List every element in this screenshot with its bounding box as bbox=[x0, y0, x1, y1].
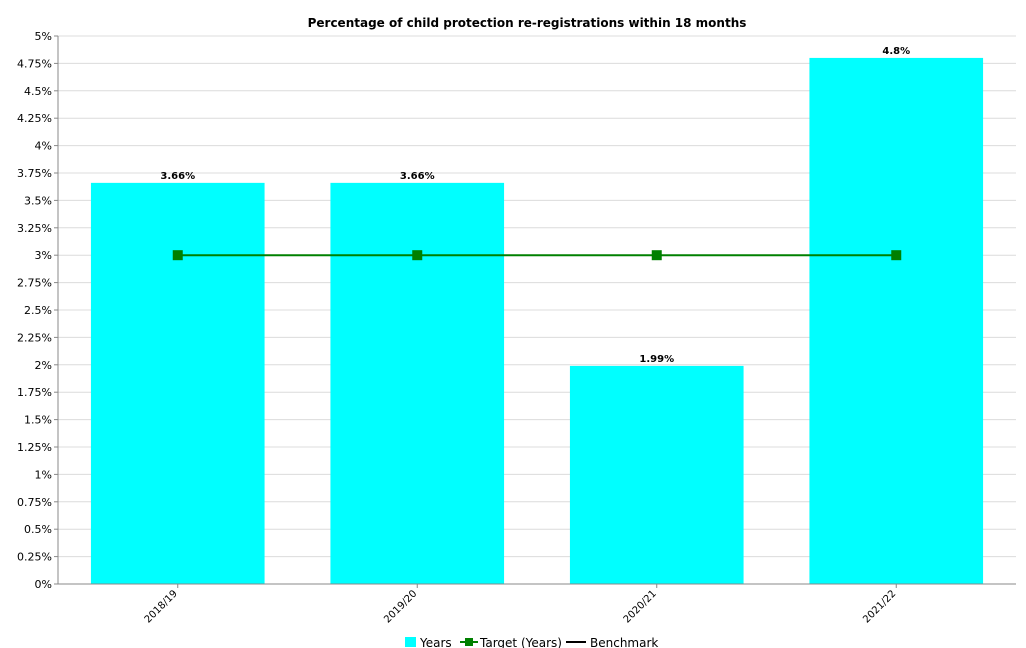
target-line bbox=[172, 250, 902, 261]
y-tick-label: 4.25% bbox=[17, 112, 52, 125]
x-tick-label: 2020/21 bbox=[622, 588, 659, 625]
bars bbox=[90, 57, 984, 585]
y-tick-label: 0.75% bbox=[17, 496, 52, 509]
target-point bbox=[412, 250, 423, 261]
y-tick-label: 4% bbox=[35, 140, 52, 153]
y-axis-ticks: 0% 0.25% 0.5% 0.75% 1% 1.25% 1.5% 1.75% 2% 2.25% 2… bbox=[17, 30, 58, 591]
x-tick-label: 2019/20 bbox=[382, 588, 419, 625]
bar bbox=[809, 57, 984, 585]
data-label: 4.8% bbox=[882, 46, 910, 57]
legend-target-marker bbox=[465, 638, 473, 646]
y-tick-label: 1.5% bbox=[24, 414, 52, 427]
y-tick-label: 5% bbox=[35, 30, 52, 43]
y-tick-label: 3.25% bbox=[17, 222, 52, 235]
y-tick-label: 0.25% bbox=[17, 551, 52, 564]
bar bbox=[569, 365, 744, 584]
y-tick-label: 1% bbox=[35, 468, 52, 481]
legend: Years Target (Years) Benchmark bbox=[405, 636, 658, 648]
y-tick-label: 2.25% bbox=[17, 331, 52, 344]
chart-title: Percentage of child protection re-regist… bbox=[308, 16, 747, 30]
y-tick-label: 3.75% bbox=[17, 167, 52, 180]
target-point bbox=[891, 250, 902, 261]
target-point bbox=[172, 250, 183, 261]
y-tick-label: 3% bbox=[35, 249, 52, 262]
bar bbox=[330, 182, 505, 584]
y-tick-label: 1.75% bbox=[17, 386, 52, 399]
y-tick-label: 0.5% bbox=[24, 523, 52, 536]
target-point bbox=[651, 250, 662, 261]
data-label: 3.66% bbox=[400, 171, 435, 182]
y-tick-label: 1.25% bbox=[17, 441, 52, 454]
x-tick-label: 2021/22 bbox=[861, 588, 898, 625]
data-label: 3.66% bbox=[160, 171, 195, 182]
y-tick-label: 2.75% bbox=[17, 277, 52, 290]
legend-years-swatch bbox=[405, 637, 416, 647]
data-label: 1.99% bbox=[639, 354, 674, 365]
y-tick-label: 2.5% bbox=[24, 304, 52, 317]
legend-years-label: Years bbox=[419, 636, 452, 648]
y-tick-label: 0% bbox=[35, 578, 52, 591]
y-tick-label: 4.5% bbox=[24, 85, 52, 98]
y-tick-label: 4.75% bbox=[17, 57, 52, 70]
data-labels: 3.66% 3.66% 1.99% 4.8% bbox=[160, 46, 910, 365]
y-tick-label: 3.5% bbox=[24, 194, 52, 207]
y-tick-label: 2% bbox=[35, 359, 52, 372]
x-axis-ticks: 2018/19 2019/20 2020/21 2021/22 bbox=[143, 584, 898, 625]
x-tick-label: 2018/19 bbox=[143, 588, 180, 625]
bar bbox=[90, 182, 265, 584]
legend-target-label: Target (Years) bbox=[479, 636, 562, 648]
legend-benchmark-label: Benchmark bbox=[590, 636, 658, 648]
